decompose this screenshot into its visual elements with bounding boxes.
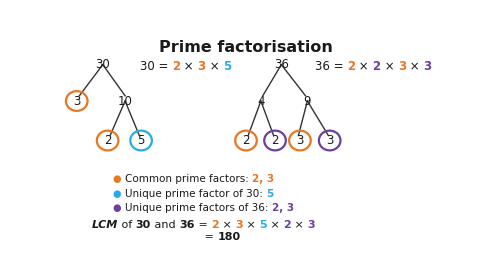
Text: 36 =: 36 = bbox=[315, 60, 347, 73]
Text: 3: 3 bbox=[326, 134, 334, 147]
Text: 5: 5 bbox=[266, 188, 274, 198]
Text: =: = bbox=[202, 232, 218, 242]
Text: Prime factorisation: Prime factorisation bbox=[159, 40, 333, 55]
Text: 2, 3: 2, 3 bbox=[252, 174, 275, 184]
Text: Unique prime factor of 30:: Unique prime factor of 30: bbox=[125, 188, 266, 198]
Text: 2: 2 bbox=[104, 134, 111, 147]
Text: 5: 5 bbox=[223, 60, 231, 73]
Text: ●: ● bbox=[113, 203, 121, 213]
Text: of: of bbox=[118, 220, 136, 230]
Text: Unique prime factors of 36:: Unique prime factors of 36: bbox=[125, 203, 272, 213]
Text: ×: × bbox=[355, 60, 372, 73]
Text: 2: 2 bbox=[242, 134, 250, 147]
Text: ×: × bbox=[243, 220, 259, 230]
Text: Common prime factors:: Common prime factors: bbox=[125, 174, 252, 184]
Text: 9: 9 bbox=[304, 94, 311, 107]
Text: ●: ● bbox=[113, 188, 121, 198]
Text: 3: 3 bbox=[198, 60, 206, 73]
Text: 3: 3 bbox=[296, 134, 304, 147]
Text: 10: 10 bbox=[118, 94, 132, 107]
Text: ×: × bbox=[267, 220, 283, 230]
Text: ×: × bbox=[291, 220, 307, 230]
Text: and: and bbox=[151, 220, 179, 230]
Text: 30: 30 bbox=[136, 220, 151, 230]
Text: =: = bbox=[194, 220, 211, 230]
Text: ●: ● bbox=[113, 174, 121, 184]
Text: LCM: LCM bbox=[92, 220, 118, 230]
Text: 30 =: 30 = bbox=[140, 60, 172, 73]
Text: 2: 2 bbox=[372, 60, 381, 73]
Text: ×: × bbox=[180, 60, 198, 73]
Text: 2: 2 bbox=[347, 60, 355, 73]
Text: 4: 4 bbox=[257, 94, 264, 107]
Text: 3: 3 bbox=[73, 94, 81, 107]
Text: ×: × bbox=[406, 60, 423, 73]
Text: ×: × bbox=[381, 60, 398, 73]
Text: 5: 5 bbox=[259, 220, 267, 230]
Text: ×: × bbox=[206, 60, 223, 73]
Text: 36: 36 bbox=[274, 58, 289, 71]
Text: 36: 36 bbox=[179, 220, 194, 230]
Text: 3: 3 bbox=[235, 220, 243, 230]
Text: 3: 3 bbox=[307, 220, 315, 230]
Text: 2: 2 bbox=[271, 134, 279, 147]
Text: 3: 3 bbox=[423, 60, 432, 73]
Text: 2: 2 bbox=[283, 220, 291, 230]
Text: 5: 5 bbox=[137, 134, 145, 147]
Text: 2: 2 bbox=[172, 60, 180, 73]
Text: 3: 3 bbox=[398, 60, 406, 73]
Text: 180: 180 bbox=[218, 232, 241, 242]
Text: 30: 30 bbox=[96, 58, 110, 71]
Text: 2: 2 bbox=[211, 220, 219, 230]
Text: ×: × bbox=[219, 220, 235, 230]
Text: 2, 3: 2, 3 bbox=[272, 203, 294, 213]
